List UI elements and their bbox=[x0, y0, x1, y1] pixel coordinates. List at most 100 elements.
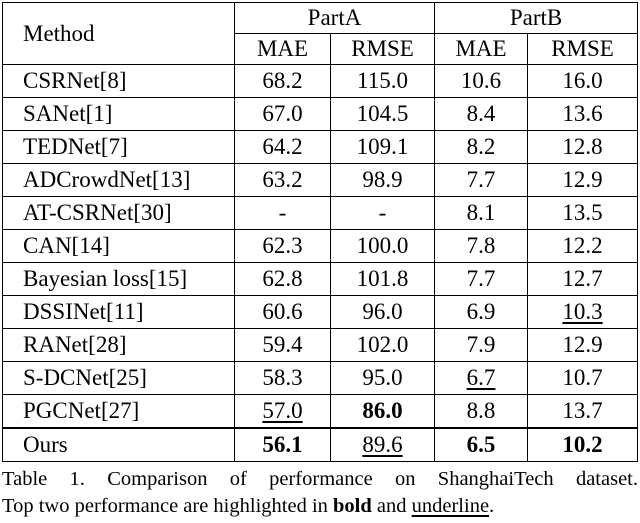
parta-rmse-cell: - bbox=[329, 196, 436, 230]
partb-mae-cell: 8.4 bbox=[434, 97, 529, 131]
method-cell: ADCrowdNet[13] bbox=[2, 163, 235, 197]
cell-value: 12.8 bbox=[562, 134, 603, 159]
cell-value: 7.7 bbox=[466, 266, 496, 291]
cell-value: 60.6 bbox=[262, 299, 303, 324]
caption-prefix: Top two performance are highlighted in bbox=[2, 495, 334, 517]
method-cell: CAN[14] bbox=[2, 229, 235, 263]
cell-value: 58.3 bbox=[262, 365, 303, 390]
cell-value: 8.8 bbox=[466, 398, 496, 423]
parta-mae-cell: 63.2 bbox=[234, 163, 331, 197]
cell-value: 104.5 bbox=[356, 101, 409, 126]
partb-rmse-cell: 10.2 bbox=[527, 427, 639, 462]
method-cell: SANet[1] bbox=[2, 97, 235, 131]
parta-rmse-cell: 98.9 bbox=[329, 163, 436, 197]
cell-value: 100.0 bbox=[356, 233, 409, 258]
parta-mae-cell: 62.8 bbox=[234, 262, 331, 296]
parta-mae-cell: 58.3 bbox=[234, 361, 331, 395]
parta-mae-cell: 60.6 bbox=[234, 295, 331, 329]
parta-mae-cell: 64.2 bbox=[234, 130, 331, 164]
table-row: RANet[28] 59.4 102.0 7.9 12.9 bbox=[2, 328, 639, 362]
cell-value: 101.8 bbox=[356, 266, 409, 291]
table-row: DSSINet[11] 60.6 96.0 6.9 10.3 bbox=[2, 295, 639, 329]
partb-mae-cell: 6.5 bbox=[434, 427, 529, 462]
caption-end: . bbox=[489, 495, 495, 517]
parta-mae-cell: 56.1 bbox=[234, 427, 331, 462]
method-cell: S-DCNet[25] bbox=[2, 361, 235, 395]
caption-bold-word: bold bbox=[333, 495, 372, 517]
table-row: Bayesian loss[15] 62.8 101.8 7.7 12.7 bbox=[2, 262, 639, 296]
table-row: CSRNet[8] 68.2 115.0 10.6 16.0 bbox=[2, 64, 639, 98]
partb-mae-cell: 7.7 bbox=[434, 163, 529, 197]
table-row: S-DCNet[25] 58.3 95.0 6.7 10.7 bbox=[2, 361, 639, 395]
table-row: ADCrowdNet[13] 63.2 98.9 7.7 12.9 bbox=[2, 163, 639, 197]
cell-value: 68.2 bbox=[262, 68, 303, 93]
caption-line-1: Table 1. Comparison of performance on Sh… bbox=[2, 468, 638, 490]
cell-value: 59.4 bbox=[262, 332, 303, 357]
parta-rmse-cell: 115.0 bbox=[329, 64, 436, 98]
partb-mae-cell: 7.7 bbox=[434, 262, 529, 296]
cell-value: 62.3 bbox=[262, 233, 303, 258]
parta-rmse-header: RMSE bbox=[329, 33, 436, 65]
parta-mae-cell: 57.0 bbox=[234, 394, 331, 429]
table-row: PGCNet[27] 57.0 86.0 8.8 13.7 bbox=[2, 394, 639, 429]
cell-value: 67.0 bbox=[262, 101, 303, 126]
parta-rmse-cell: 104.5 bbox=[329, 97, 436, 131]
caption-and: and bbox=[371, 495, 412, 517]
cell-value: 62.8 bbox=[262, 266, 303, 291]
cell-value: 13.5 bbox=[562, 200, 603, 225]
parta-mae-cell: 67.0 bbox=[234, 97, 331, 131]
table-row: AT-CSRNet[30] - - 8.1 13.5 bbox=[2, 196, 639, 230]
method-column-header: Method bbox=[2, 2, 235, 65]
results-table: Method PartA PartB MAE RMSE MAE RMSE CSR… bbox=[2, 2, 639, 462]
method-cell: PGCNet[27] bbox=[2, 394, 235, 429]
partb-rmse-cell: 13.7 bbox=[527, 394, 639, 429]
table-row: TEDNet[7] 64.2 109.1 8.2 12.8 bbox=[2, 130, 639, 164]
cell-value: 56.1 bbox=[262, 432, 303, 457]
method-cell: CSRNet[8] bbox=[2, 64, 235, 98]
header-row-groups: Method PartA PartB bbox=[2, 2, 639, 65]
cell-value: - bbox=[278, 200, 287, 225]
cell-value: 10.3 bbox=[562, 299, 603, 324]
caption-line-2: Top two performance are highlighted in b… bbox=[2, 493, 638, 520]
cell-value: 10.2 bbox=[562, 432, 603, 457]
parta-rmse-cell: 89.6 bbox=[329, 427, 436, 462]
cell-value: 7.7 bbox=[466, 167, 496, 192]
partb-mae-cell: 6.7 bbox=[434, 361, 529, 395]
parta-mae-cell: 62.3 bbox=[234, 229, 331, 263]
parta-group-header: PartA bbox=[233, 2, 436, 34]
cell-value: 7.8 bbox=[466, 233, 496, 258]
cell-value: 10.6 bbox=[460, 68, 502, 93]
partb-mae-cell: 8.8 bbox=[434, 394, 529, 429]
caption-underline-word: underline bbox=[411, 495, 490, 517]
partb-rmse-cell: 13.6 bbox=[527, 97, 639, 131]
partb-mae-cell: 8.2 bbox=[434, 130, 529, 164]
partb-mae-header: MAE bbox=[434, 33, 529, 65]
partb-rmse-cell: 13.5 bbox=[527, 196, 639, 230]
parta-rmse-cell: 101.8 bbox=[329, 262, 436, 296]
method-cell: DSSINet[11] bbox=[2, 295, 235, 329]
partb-mae-cell: 6.9 bbox=[434, 295, 529, 329]
cell-value: 89.6 bbox=[362, 432, 403, 457]
cell-value: 8.2 bbox=[466, 134, 496, 159]
partb-mae-cell: 7.8 bbox=[434, 229, 529, 263]
partb-rmse-cell: 10.7 bbox=[527, 361, 639, 395]
cell-value: 8.1 bbox=[466, 200, 496, 225]
table-body: CSRNet[8] 68.2 115.0 10.6 16.0 SANet[1] 67.0 10… bbox=[2, 64, 639, 462]
parta-rmse-cell: 102.0 bbox=[329, 328, 436, 362]
cell-value: 16.0 bbox=[562, 68, 603, 93]
cell-value: 6.7 bbox=[466, 365, 496, 390]
parta-rmse-cell: 100.0 bbox=[329, 229, 436, 263]
partb-rmse-cell: 12.2 bbox=[527, 229, 639, 263]
table-row: SANet[1] 67.0 104.5 8.4 13.6 bbox=[2, 97, 639, 131]
table-row: CAN[14] 62.3 100.0 7.8 12.2 bbox=[2, 229, 639, 263]
cell-value: 102.0 bbox=[356, 332, 409, 357]
method-cell: Ours bbox=[2, 427, 235, 462]
cell-value: 115.0 bbox=[357, 68, 408, 93]
cell-value: 63.2 bbox=[262, 167, 303, 192]
method-cell: TEDNet[7] bbox=[2, 130, 235, 164]
cell-value: 86.0 bbox=[362, 398, 403, 423]
cell-value: 13.6 bbox=[562, 101, 603, 126]
cell-value: 95.0 bbox=[362, 365, 403, 390]
parta-rmse-cell: 86.0 bbox=[329, 394, 436, 429]
partb-group-header: PartB bbox=[434, 2, 639, 34]
